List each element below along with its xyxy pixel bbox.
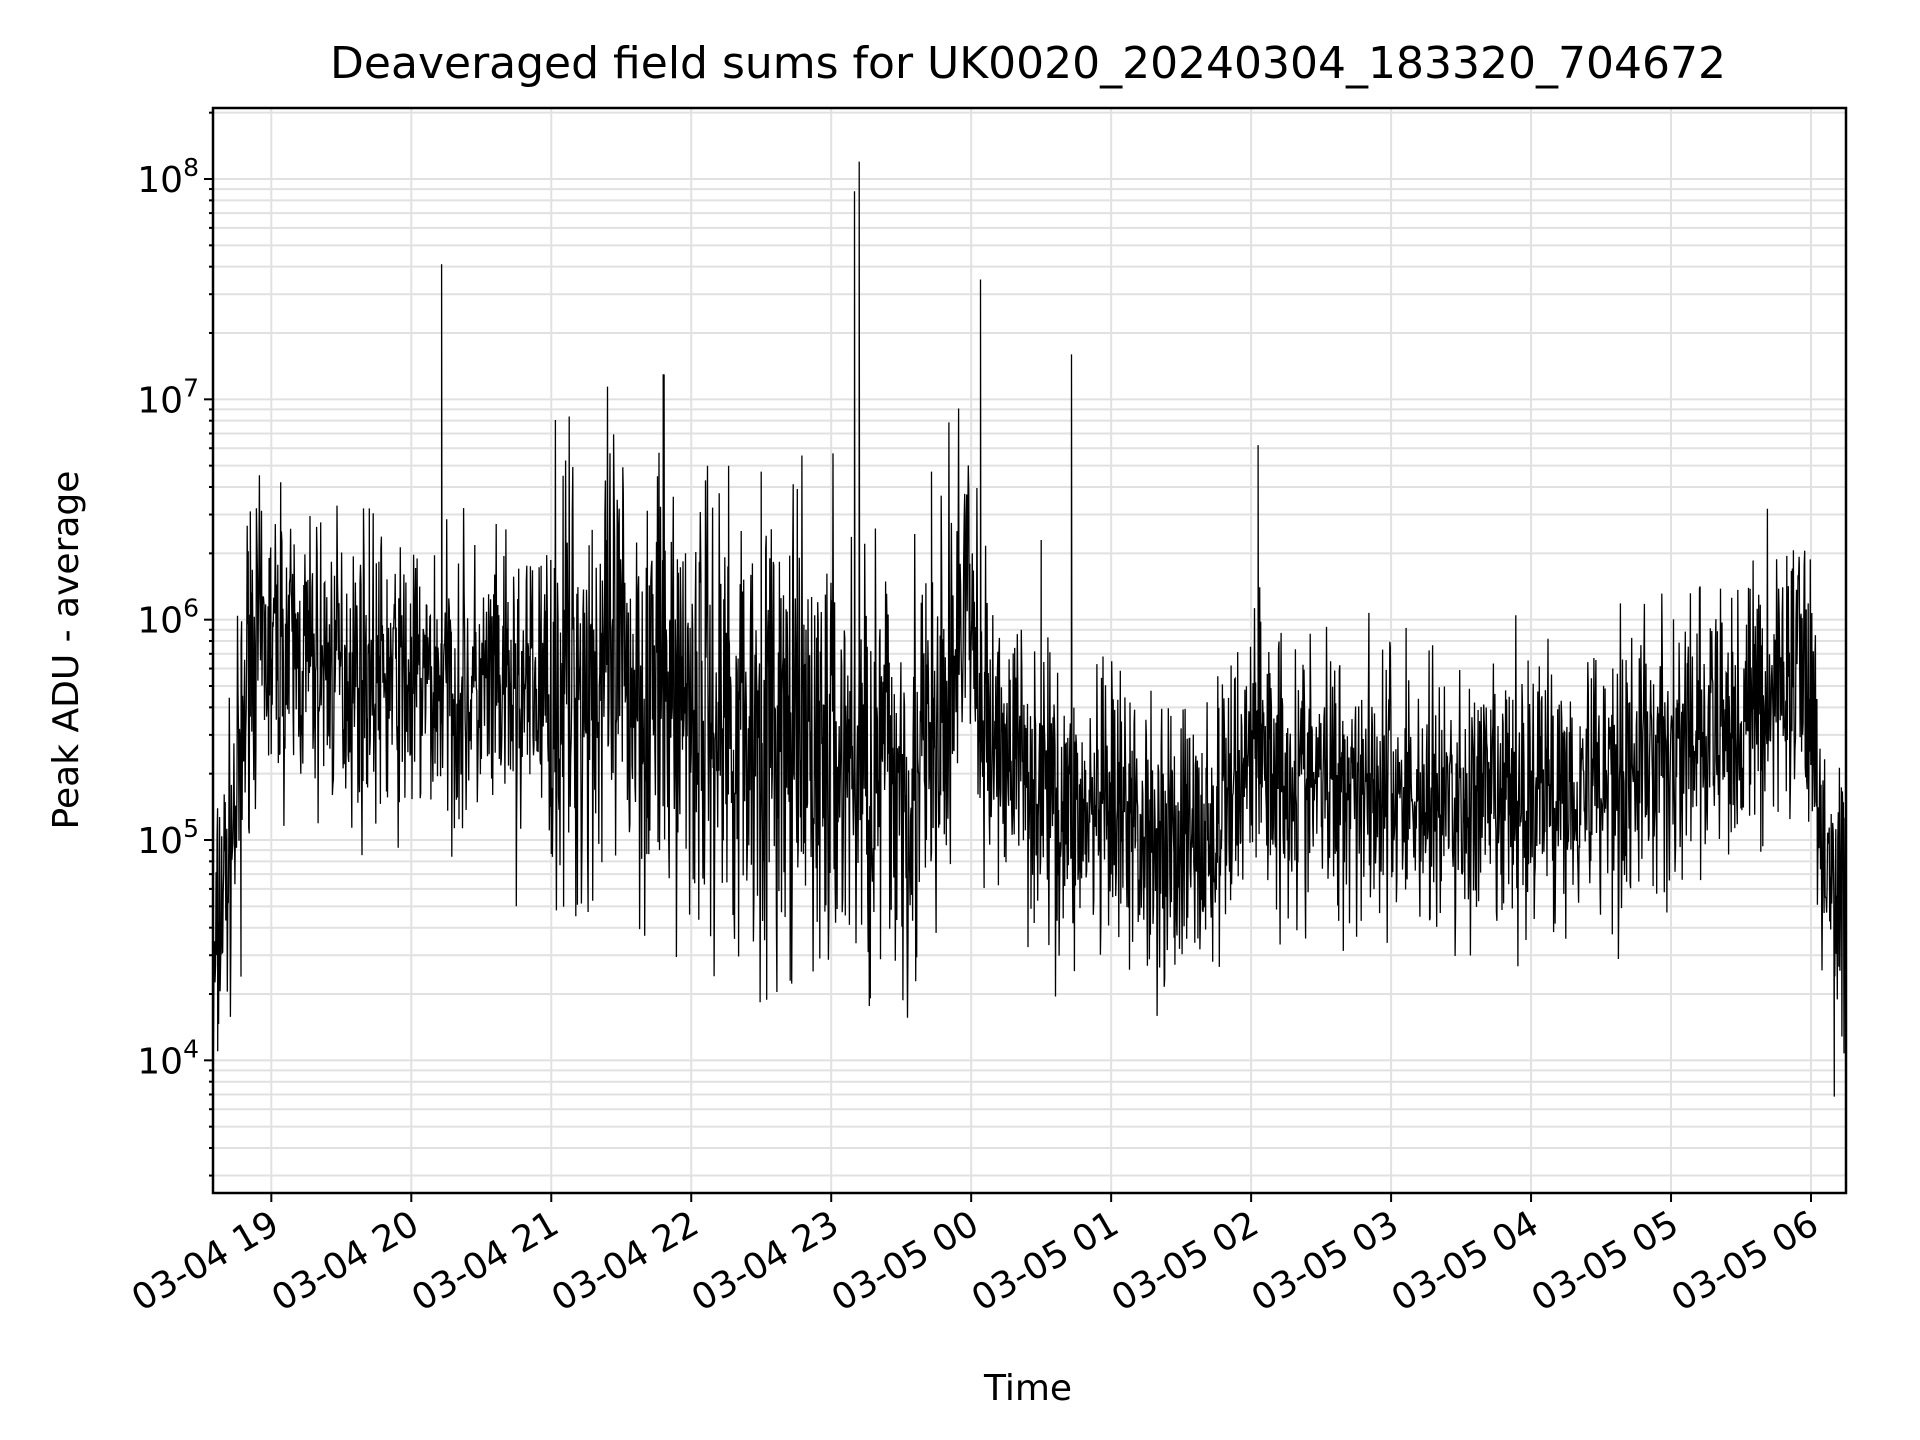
y-tick-label: 104 <box>137 1034 199 1082</box>
y-axis-label: Peak ADU - average <box>46 471 87 830</box>
x-axis-label: Time <box>983 1368 1072 1409</box>
plot-area <box>211 106 1848 1195</box>
y-tick-label: 108 <box>137 153 199 201</box>
series-line <box>212 161 1847 1097</box>
y-tick-label: 105 <box>137 814 199 862</box>
plot-frame <box>211 106 1848 1195</box>
chart-title: Deaveraged field sums for UK0020_2024030… <box>330 38 1726 89</box>
y-axis: 104 105 106 107 108 <box>137 111 213 1177</box>
y-tick-label: 106 <box>137 594 199 642</box>
series-group <box>212 161 1847 1097</box>
y-tick-label: 107 <box>137 373 199 421</box>
grid <box>213 108 1846 1193</box>
